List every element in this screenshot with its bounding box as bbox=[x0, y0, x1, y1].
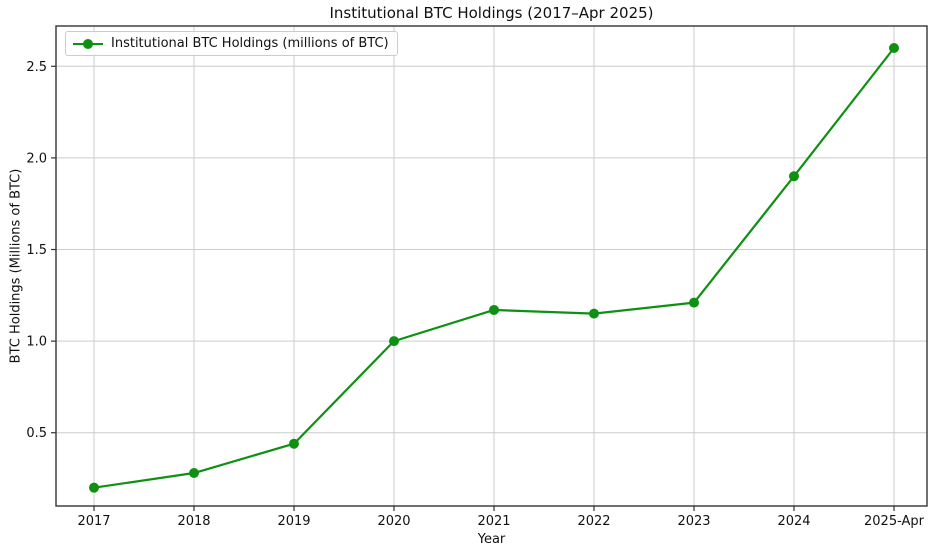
y-tick-label: 0.5 bbox=[26, 426, 47, 441]
data-point-marker bbox=[589, 308, 599, 319]
y-tick-label: 1.5 bbox=[26, 243, 47, 258]
data-point-marker bbox=[89, 482, 99, 493]
x-tick-label: 2022 bbox=[577, 514, 610, 529]
x-tick-label: 2023 bbox=[677, 514, 710, 529]
x-axis-title: Year bbox=[477, 532, 506, 547]
data-point-marker bbox=[689, 297, 699, 308]
legend-line-marker-icon bbox=[73, 37, 103, 51]
x-tick-label: 2018 bbox=[177, 514, 210, 529]
data-point-marker bbox=[489, 304, 499, 315]
data-point-marker bbox=[289, 438, 299, 449]
x-tick-label: 2021 bbox=[477, 514, 510, 529]
chart-title: Institutional BTC Holdings (2017–Apr 202… bbox=[329, 4, 654, 22]
axes-frame bbox=[55, 25, 928, 507]
x-tick-label: 2020 bbox=[377, 514, 410, 529]
legend-label: Institutional BTC Holdings (millions of … bbox=[111, 36, 389, 51]
legend-box: Institutional BTC Holdings (millions of … bbox=[65, 31, 398, 56]
x-tick-label: 2019 bbox=[277, 514, 310, 529]
y-tick-label: 1.0 bbox=[26, 335, 47, 350]
x-tick-label: 2024 bbox=[777, 514, 810, 529]
data-point-marker bbox=[389, 336, 399, 347]
data-point-marker bbox=[789, 171, 799, 182]
legend-marker-dot bbox=[83, 38, 93, 49]
data-point-marker bbox=[889, 42, 899, 53]
x-tick-label: 2017 bbox=[77, 514, 110, 529]
y-tick-label: 2.5 bbox=[26, 60, 47, 75]
y-tick-label: 2.0 bbox=[26, 151, 47, 166]
x-tick-label: 2025-Apr bbox=[864, 514, 925, 529]
data-point-marker bbox=[189, 468, 199, 479]
